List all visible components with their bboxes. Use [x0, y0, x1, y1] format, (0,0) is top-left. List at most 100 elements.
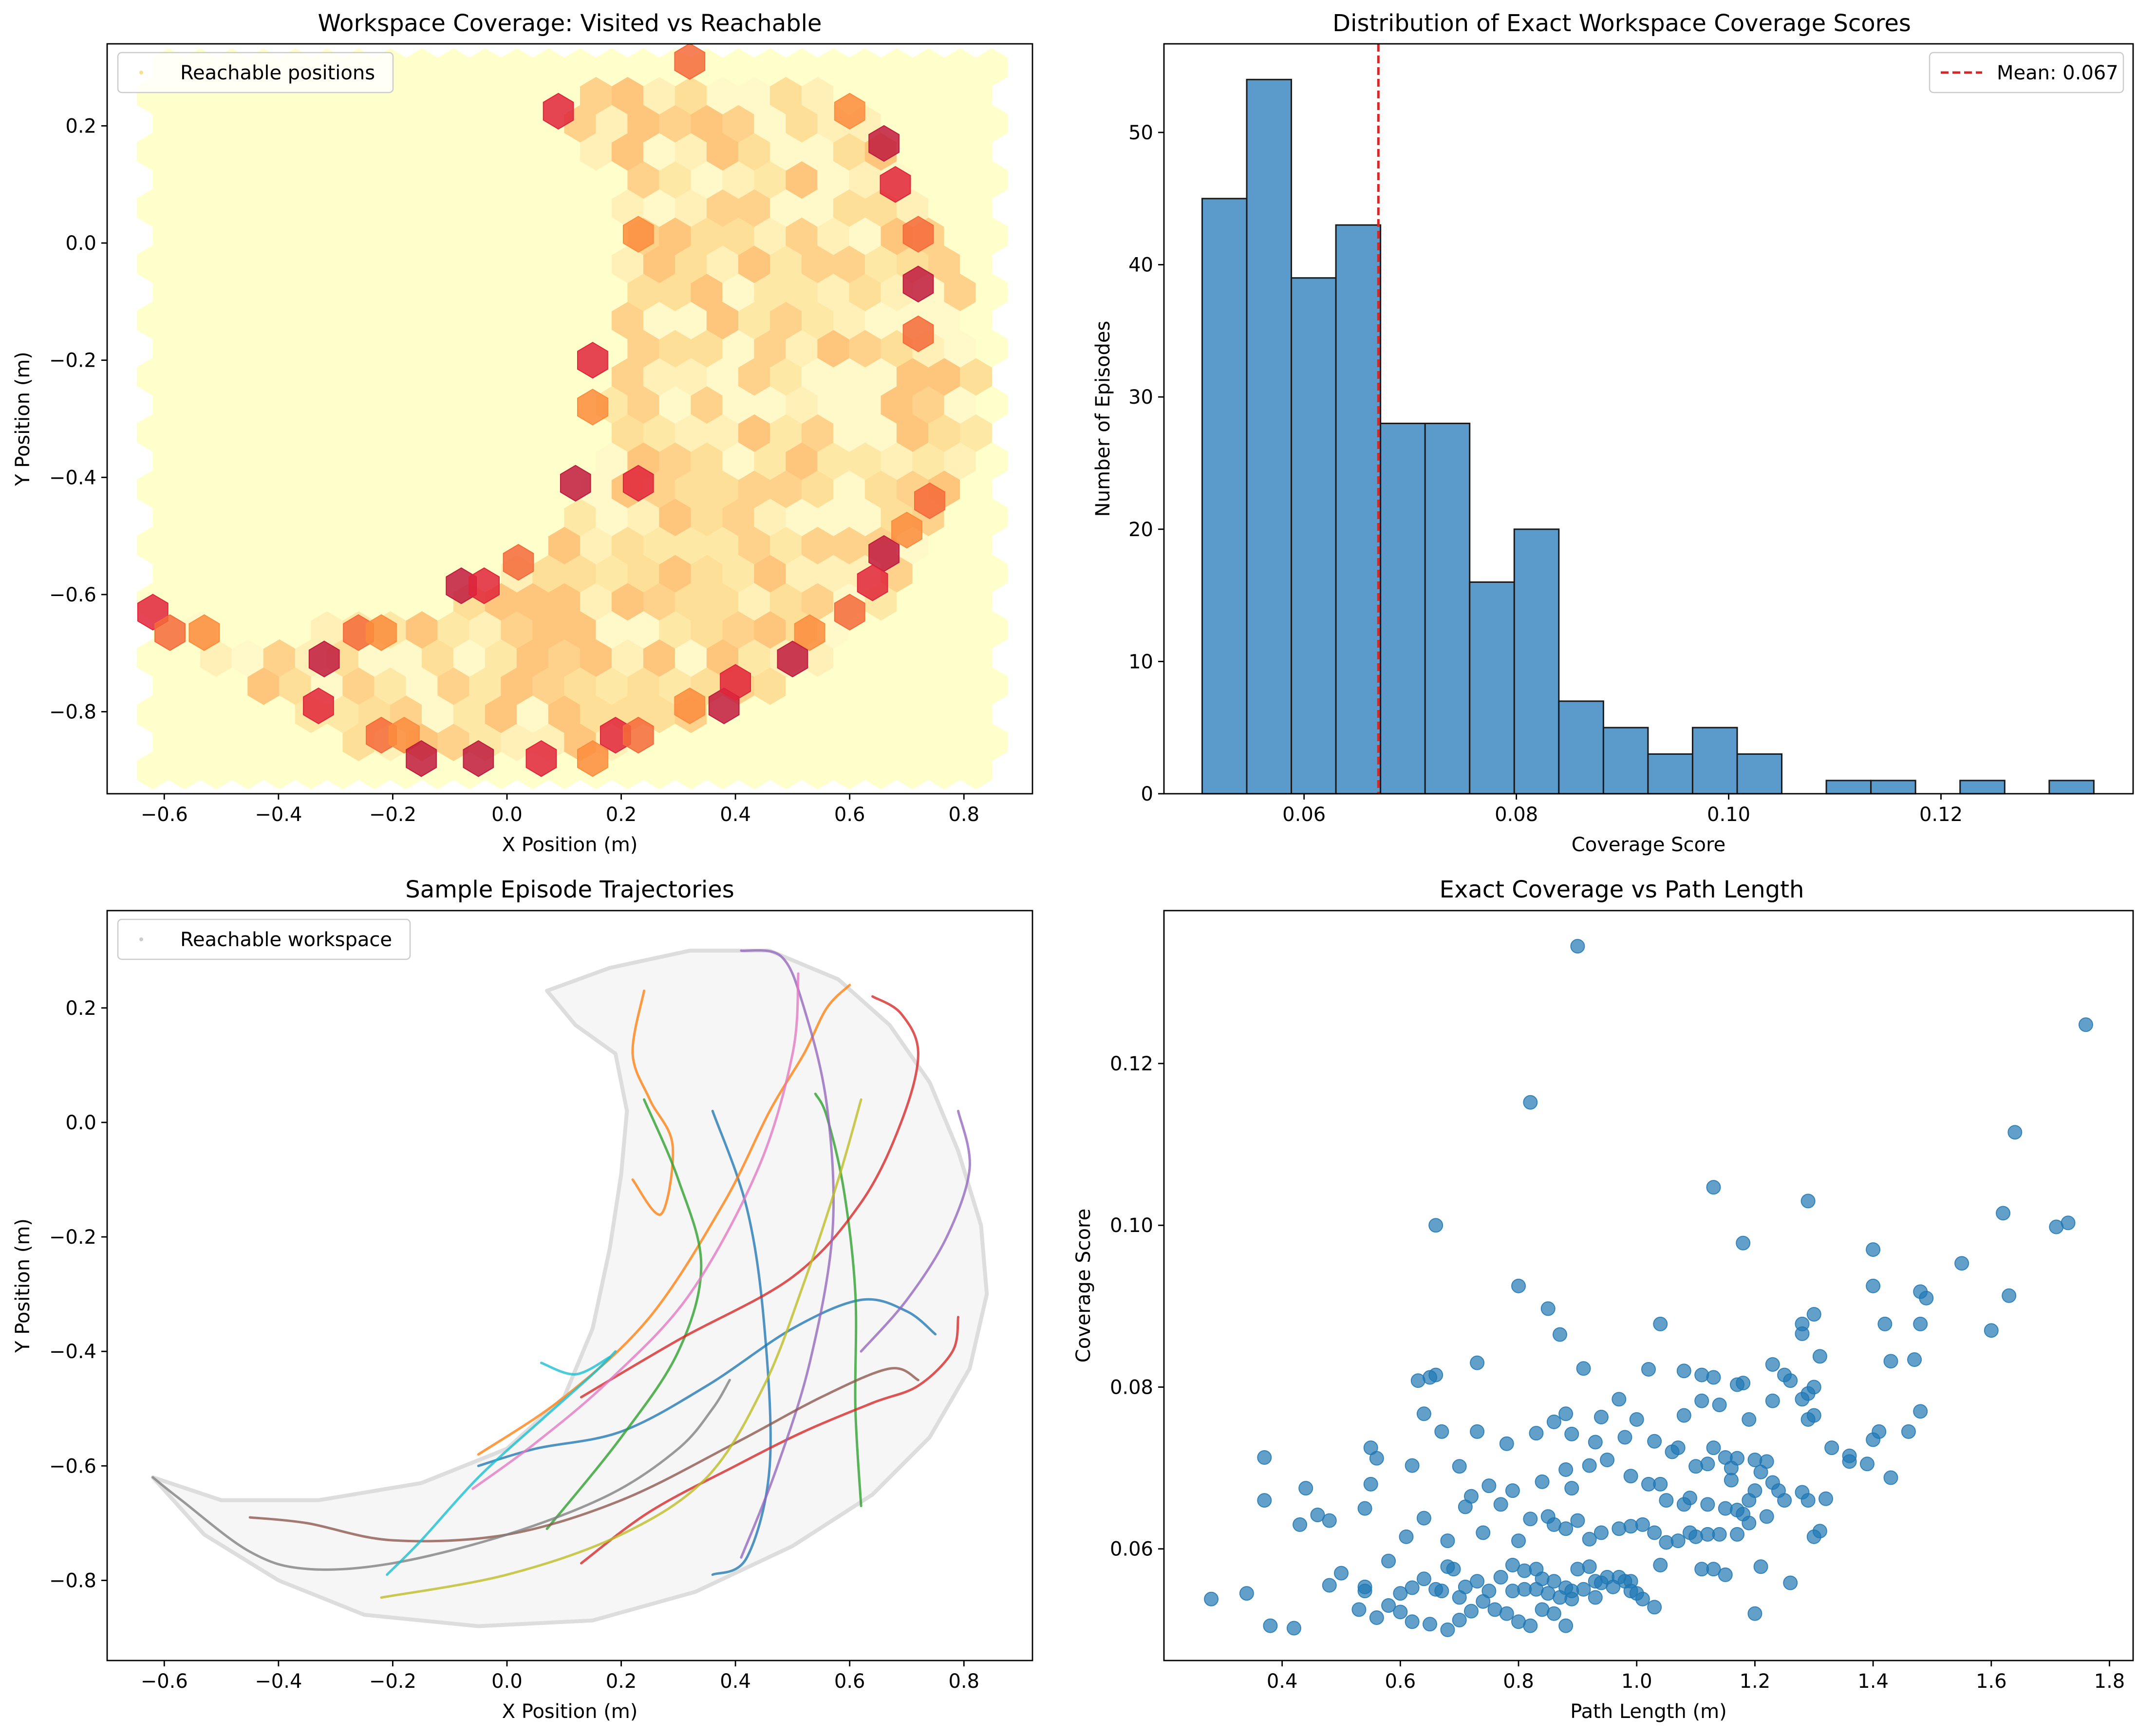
- scatter-point: [1718, 1567, 1733, 1582]
- hex-cell-dense: [577, 389, 608, 426]
- scatter-point: [1440, 1622, 1455, 1637]
- scatter-point: [1428, 1218, 1444, 1233]
- y-axis-label: Coverage Score: [1072, 1209, 1095, 1363]
- histogram-bar: [1291, 277, 1337, 795]
- scatter-point: [1416, 1511, 1431, 1526]
- scatter-point: [1984, 1323, 1999, 1338]
- trajectory-line: [580, 1316, 959, 1565]
- scatter-point: [1594, 1525, 1609, 1540]
- histogram-bar: [1558, 700, 1604, 795]
- scatter-point: [1558, 1462, 1574, 1477]
- scatter-point: [1866, 1278, 1881, 1293]
- legend: Reachable positions: [117, 52, 394, 93]
- x-tick-label: 0.8: [1503, 1670, 1534, 1693]
- scatter-point: [1795, 1392, 1810, 1407]
- histogram-bar: [1691, 727, 1738, 795]
- scatter-point: [1996, 1206, 2011, 1221]
- scatter-point: [1582, 1559, 1597, 1574]
- histogram-bar: [1335, 224, 1382, 795]
- scatter-point: [1546, 1414, 1561, 1429]
- scatter-point: [1759, 1454, 1774, 1469]
- x-tick-label: 0.8: [948, 803, 979, 826]
- x-tick-label: 0.4: [720, 1670, 751, 1693]
- x-tick-label: −0.4: [255, 1670, 302, 1693]
- hex-cell-dense: [891, 511, 922, 549]
- scatter-point: [1452, 1612, 1467, 1627]
- legend-marker-workspace: [139, 937, 143, 941]
- y-axis-label: Number of Episodes: [1092, 321, 1114, 517]
- x-tick-label: 0.12: [1919, 803, 1963, 826]
- trajectories-panel: Sample Episode Trajectories −0.6 −0.4 −0.2…: [12, 876, 1033, 1723]
- scatter-point: [1576, 1361, 1591, 1376]
- chart-title: Distribution of Exact Workspace Coverage…: [1332, 10, 1911, 37]
- histogram-bar: [1380, 423, 1426, 795]
- scatter-point: [1399, 1529, 1414, 1544]
- hex-cell-dense: [303, 687, 334, 725]
- histogram-bar: [1647, 753, 1693, 795]
- y-axis-label: Y Position (m): [12, 1218, 34, 1353]
- trajectory-line: [471, 972, 800, 1490]
- trajectory-line: [248, 1367, 919, 1543]
- scatter-point: [1742, 1412, 1757, 1427]
- x-axis-label: X Position (m): [502, 834, 638, 856]
- scatter-point: [1505, 1483, 1520, 1498]
- plot-frame: [1163, 910, 2134, 1661]
- scatter-point: [1552, 1327, 1567, 1342]
- hex-cell-dense: [674, 687, 706, 725]
- scatter-point: [1239, 1586, 1254, 1601]
- x-tick-label: 0.6: [1385, 1670, 1416, 1693]
- scatter-point: [1564, 1481, 1579, 1496]
- legend-label-mean: Mean: 0.067: [1997, 62, 2119, 84]
- trajectory-line: [540, 1356, 611, 1376]
- scatter-point: [1824, 1440, 1839, 1456]
- scatter-point: [2078, 1017, 2093, 1032]
- scatter-point: [1688, 1459, 1704, 1474]
- histogram-bar: [1246, 78, 1293, 795]
- scatter-point: [1582, 1531, 1597, 1547]
- scatter-point: [1428, 1582, 1444, 1597]
- hex-cell-dense: [463, 740, 494, 777]
- scatter-point: [1393, 1605, 1408, 1620]
- scatter-point: [1795, 1326, 1810, 1341]
- scatter-point: [1700, 1456, 1715, 1472]
- scatter-point: [1564, 1426, 1579, 1441]
- scatter-point: [1641, 1362, 1656, 1377]
- scatter-point: [1759, 1509, 1774, 1524]
- x-tick-label: −0.4: [255, 803, 302, 826]
- scatter-point: [1742, 1515, 1757, 1531]
- scatter-point: [1819, 1491, 1834, 1506]
- scatter-point: [1812, 1524, 1827, 1539]
- scatter-point: [1706, 1562, 1721, 1577]
- y-tick-label: 30: [1128, 386, 1153, 409]
- legend: Mean: 0.067: [1929, 52, 2124, 93]
- trajectory-line: [151, 1379, 731, 1571]
- histogram-bar: [1870, 780, 1916, 795]
- scatter-point: [1676, 1363, 1691, 1379]
- scatter-point: [1883, 1470, 1898, 1485]
- scatter-point: [1570, 1562, 1585, 1577]
- scatter-point: [1872, 1424, 1887, 1439]
- trajectory-line: [711, 1110, 772, 1576]
- scatter-point: [1706, 1440, 1721, 1456]
- scatter-point: [1476, 1525, 1491, 1540]
- scatter-point: [1423, 1617, 1438, 1632]
- scatter-point: [2007, 1125, 2023, 1140]
- scatter-point: [1907, 1352, 1922, 1367]
- scatter-point: [1842, 1454, 1857, 1469]
- hex-cell-dense: [857, 564, 888, 601]
- scatter-point: [1546, 1606, 1561, 1621]
- x-tick-label: 0.10: [1707, 803, 1750, 826]
- y-tick-label: 50: [1128, 122, 1153, 144]
- scatter-point: [1405, 1614, 1420, 1629]
- scatter-point: [1730, 1527, 1745, 1542]
- hex-cell-dense: [880, 166, 911, 203]
- x-tick-label: −0.2: [369, 1670, 416, 1693]
- x-tick-label: 0.06: [1282, 803, 1326, 826]
- scatter-point: [1511, 1533, 1526, 1549]
- scatter-point: [1670, 1533, 1686, 1549]
- scatter-point: [1647, 1600, 1662, 1615]
- scatter-point: [1647, 1525, 1662, 1540]
- scatter-point: [1653, 1316, 1668, 1331]
- scatter-point: [1576, 1582, 1591, 1597]
